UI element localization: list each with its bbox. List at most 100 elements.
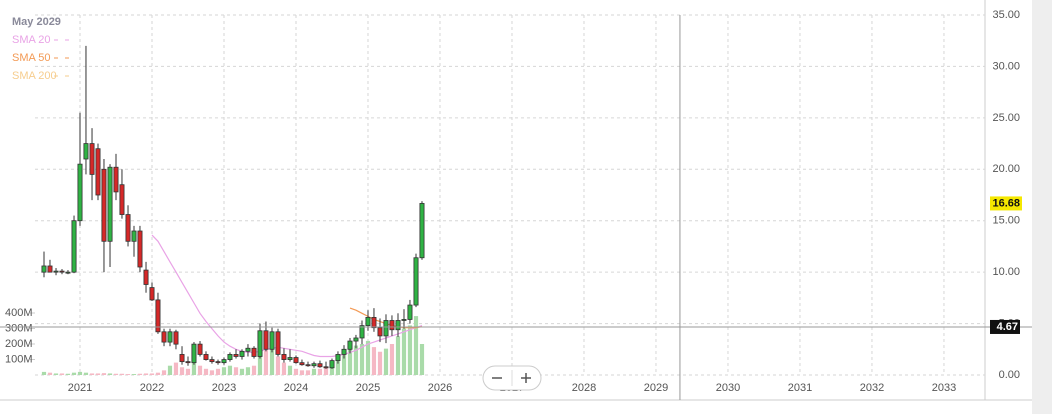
candle-body [113,166,119,193]
volume-bar [173,362,179,375]
candle-body [53,270,59,273]
candle-body [233,354,239,357]
x-tick-label: 2021 [68,382,92,394]
candle-body [107,166,113,242]
candle-body [173,331,179,345]
volume-bar [71,372,77,375]
volume-bar [131,374,137,375]
zoom-in-button[interactable] [521,373,531,383]
volume-bar [53,373,59,375]
candle-body [359,325,365,339]
candle-body [317,363,323,368]
scroll-gutter [1032,0,1052,414]
candle-body [119,184,125,215]
legend-entry: SMA 20 [12,34,51,46]
last-price-label: 16.68 [992,197,1020,209]
volume-bar [281,362,287,375]
candle-body [341,348,347,355]
volume-bar [227,365,233,375]
x-tick-label: 2024 [284,382,308,394]
volume-bar [251,365,257,375]
volume-bar [143,373,149,375]
crosshair-price-box [990,319,1020,334]
candle-body [209,359,215,363]
candle-body [137,230,143,268]
volume-bar [401,328,407,375]
y-tick-label: 10.00 [992,266,1020,278]
last-price-box [990,196,1022,211]
candle-body [263,330,269,350]
volume-bar [353,345,359,375]
volume-bar [137,373,143,375]
x-tick-label: 2031 [788,382,812,394]
candle-body [83,143,89,160]
volume-bar [185,368,191,375]
candle-body [365,316,371,327]
candle-body [395,320,401,331]
y-tick-label: 30.00 [992,60,1020,72]
volume-bar [101,373,107,375]
volume-bar [47,372,53,375]
candle-body [239,350,245,357]
candle-body [257,330,263,357]
x-tick-label: 2023 [212,382,236,394]
volume-bar [371,347,377,375]
volume-bar [299,370,305,375]
candle-body [251,347,257,357]
candle-body [59,270,65,273]
volume-bar [221,367,227,375]
volume-bar [407,325,413,375]
candle-body [227,354,233,360]
volume-bar [41,371,47,375]
volume-bar [287,365,293,375]
x-tick-label: 2022 [140,382,164,394]
volume-bar [245,367,251,375]
legend-entry: SMA 200 [12,70,57,82]
candle-body [77,163,83,222]
y-tick-label: 15.00 [992,215,1020,227]
candle-body [299,362,305,366]
volume-bar [419,344,425,375]
candle-body [371,316,377,329]
candle-body [131,230,137,242]
candle-body [155,299,161,333]
candle-body [47,265,53,273]
volume-bar [263,344,269,375]
candle-body [287,357,293,360]
volume-bar [197,365,203,375]
candle-body [281,354,287,360]
volume-bar [413,316,419,375]
candle-body [245,347,251,352]
volume-bar [389,344,395,375]
volume-bar [317,368,323,375]
candle-body [143,269,149,285]
candle-body [389,320,395,331]
candle-body [305,364,311,367]
volume-tick-label: 300M [5,322,33,334]
volume-bar [113,373,119,375]
volume-bar [305,370,311,375]
volume-bar [119,373,125,375]
x-tick-label: 2030 [716,382,740,394]
x-tick-label: 2032 [860,382,884,394]
volume-bar [335,356,341,375]
x-tick-label: 2025 [356,382,380,394]
volume-bar [59,373,65,375]
volume-bar [269,347,275,375]
volume-bar [167,365,173,375]
candle-body [185,361,191,364]
volume-bar [341,351,347,375]
candle-body [347,340,353,350]
volume-bar [311,368,317,375]
crosshair-price-label: 4.67 [997,321,1018,333]
volume-tick-label: 100M [5,353,33,365]
volume-bar [65,373,71,375]
volume-bar [239,368,245,375]
volume-bar [347,344,353,375]
y-tick-label: 35.00 [992,9,1020,21]
volume-bar [83,372,89,375]
volume-tick-label: 200M [5,338,33,350]
candle-body [323,366,329,369]
legend-entry: SMA 50 [12,52,51,64]
